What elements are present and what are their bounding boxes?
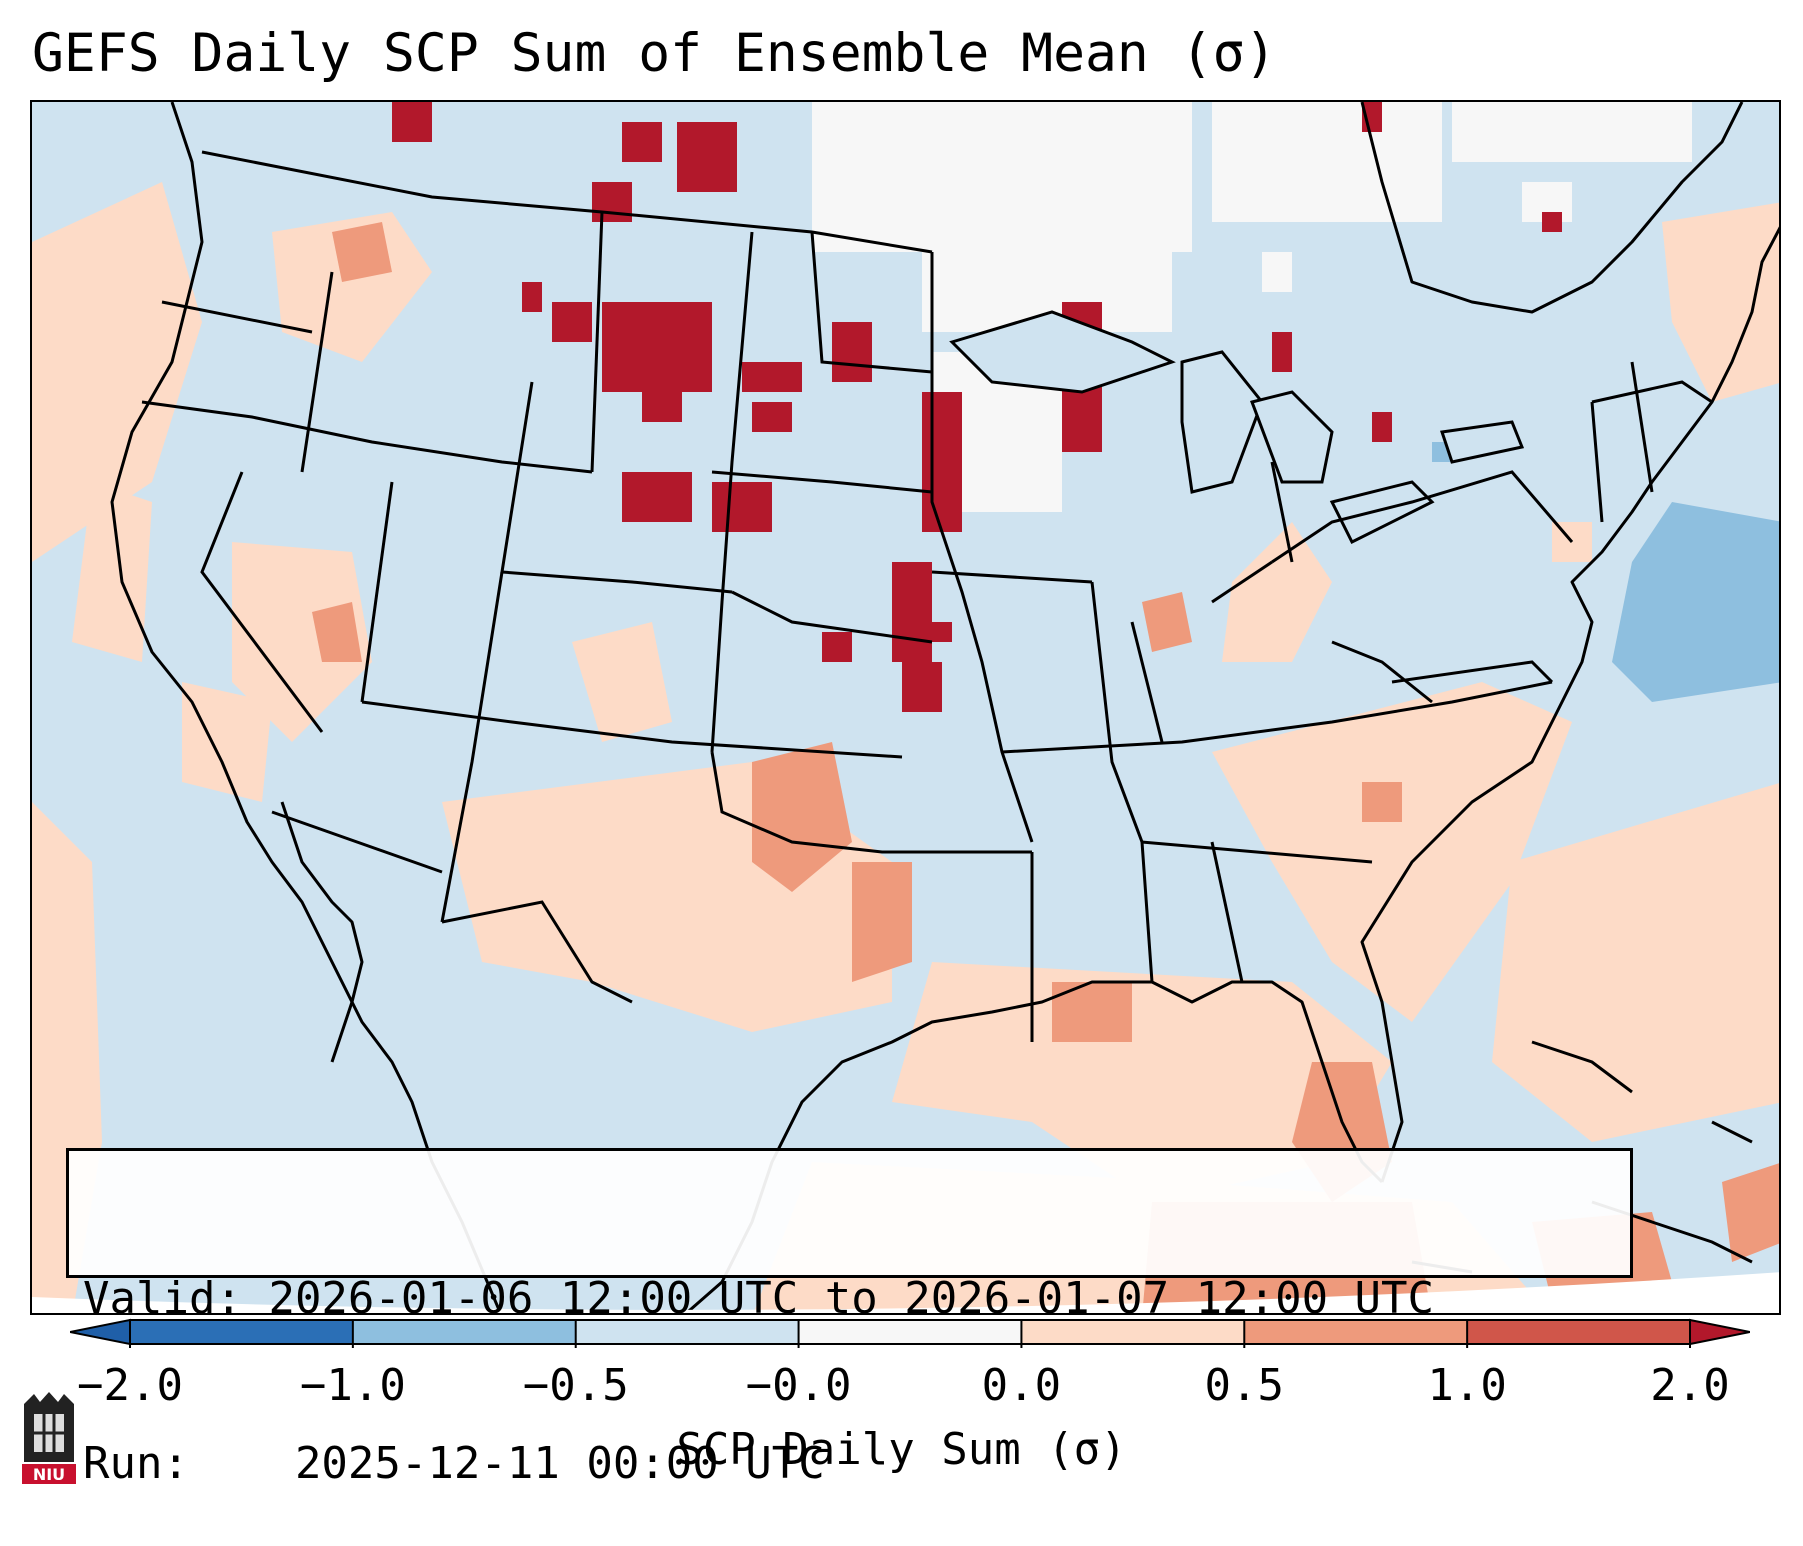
colorbar-tick-label: −2.0 bbox=[77, 1360, 183, 1411]
colorbar-bin bbox=[798, 1320, 1022, 1344]
map-svg bbox=[32, 102, 1779, 1313]
state-borders bbox=[141, 150, 1713, 1042]
colorbar-bin bbox=[1467, 1320, 1691, 1344]
colorbar-bin bbox=[352, 1320, 577, 1344]
colorbar bbox=[70, 1318, 1750, 1348]
run-label: Run: bbox=[83, 1438, 189, 1489]
colorbar-label: SCP Daily Sum (σ) bbox=[676, 1424, 1127, 1475]
validity-info-box: Valid: 2026-01-06 12:00 UTC to 2026-01-0… bbox=[66, 1148, 1633, 1489]
colorbar-bin bbox=[1021, 1320, 1245, 1344]
colorbar-tick-label: 0.0 bbox=[981, 1360, 1062, 1411]
negative-field bbox=[1432, 442, 1779, 702]
map-panel bbox=[30, 100, 1781, 1315]
colorbar-tick-label: 1.0 bbox=[1427, 1360, 1507, 1411]
colorbar-tick-label: −1.0 bbox=[299, 1360, 406, 1411]
valid-row: Valid: 2026-01-06 12:00 UTC to 2026-01-0… bbox=[83, 1271, 1616, 1326]
great-lakes bbox=[949, 310, 1525, 545]
colorbar-tick-label: −0.5 bbox=[522, 1360, 629, 1411]
near-zero-field bbox=[812, 102, 1692, 512]
colorbar-bin bbox=[1244, 1320, 1468, 1344]
colorbar-extend-low bbox=[70, 1318, 131, 1346]
colorbar-tick-label: 0.5 bbox=[1204, 1360, 1285, 1411]
colorbar-tick-label: −0.0 bbox=[745, 1360, 852, 1411]
niu-logo: NIU bbox=[22, 1392, 76, 1484]
map-edge-curve bbox=[32, 1272, 1779, 1313]
valid-value: 2026-01-06 12:00 UTC to 2026-01-07 12:00… bbox=[268, 1273, 1435, 1324]
map-title: GEFS Daily SCP Sum of Ensemble Mean (σ) bbox=[32, 23, 1277, 84]
valid-label: Valid: bbox=[83, 1273, 242, 1324]
run-value: 2025-12-11 00:00 UTC bbox=[294, 1438, 825, 1489]
colorbar-bin bbox=[130, 1320, 354, 1344]
colorbar-tick-label: 2.0 bbox=[1650, 1360, 1730, 1411]
svg-text:NIU: NIU bbox=[33, 1465, 65, 1484]
colorbar-extend-high bbox=[1689, 1318, 1750, 1346]
colorbar-bin bbox=[575, 1320, 800, 1344]
positive-field-strong bbox=[392, 102, 1562, 712]
run-row: Run: 2025-12-11 00:00 UTC bbox=[83, 1436, 1616, 1491]
